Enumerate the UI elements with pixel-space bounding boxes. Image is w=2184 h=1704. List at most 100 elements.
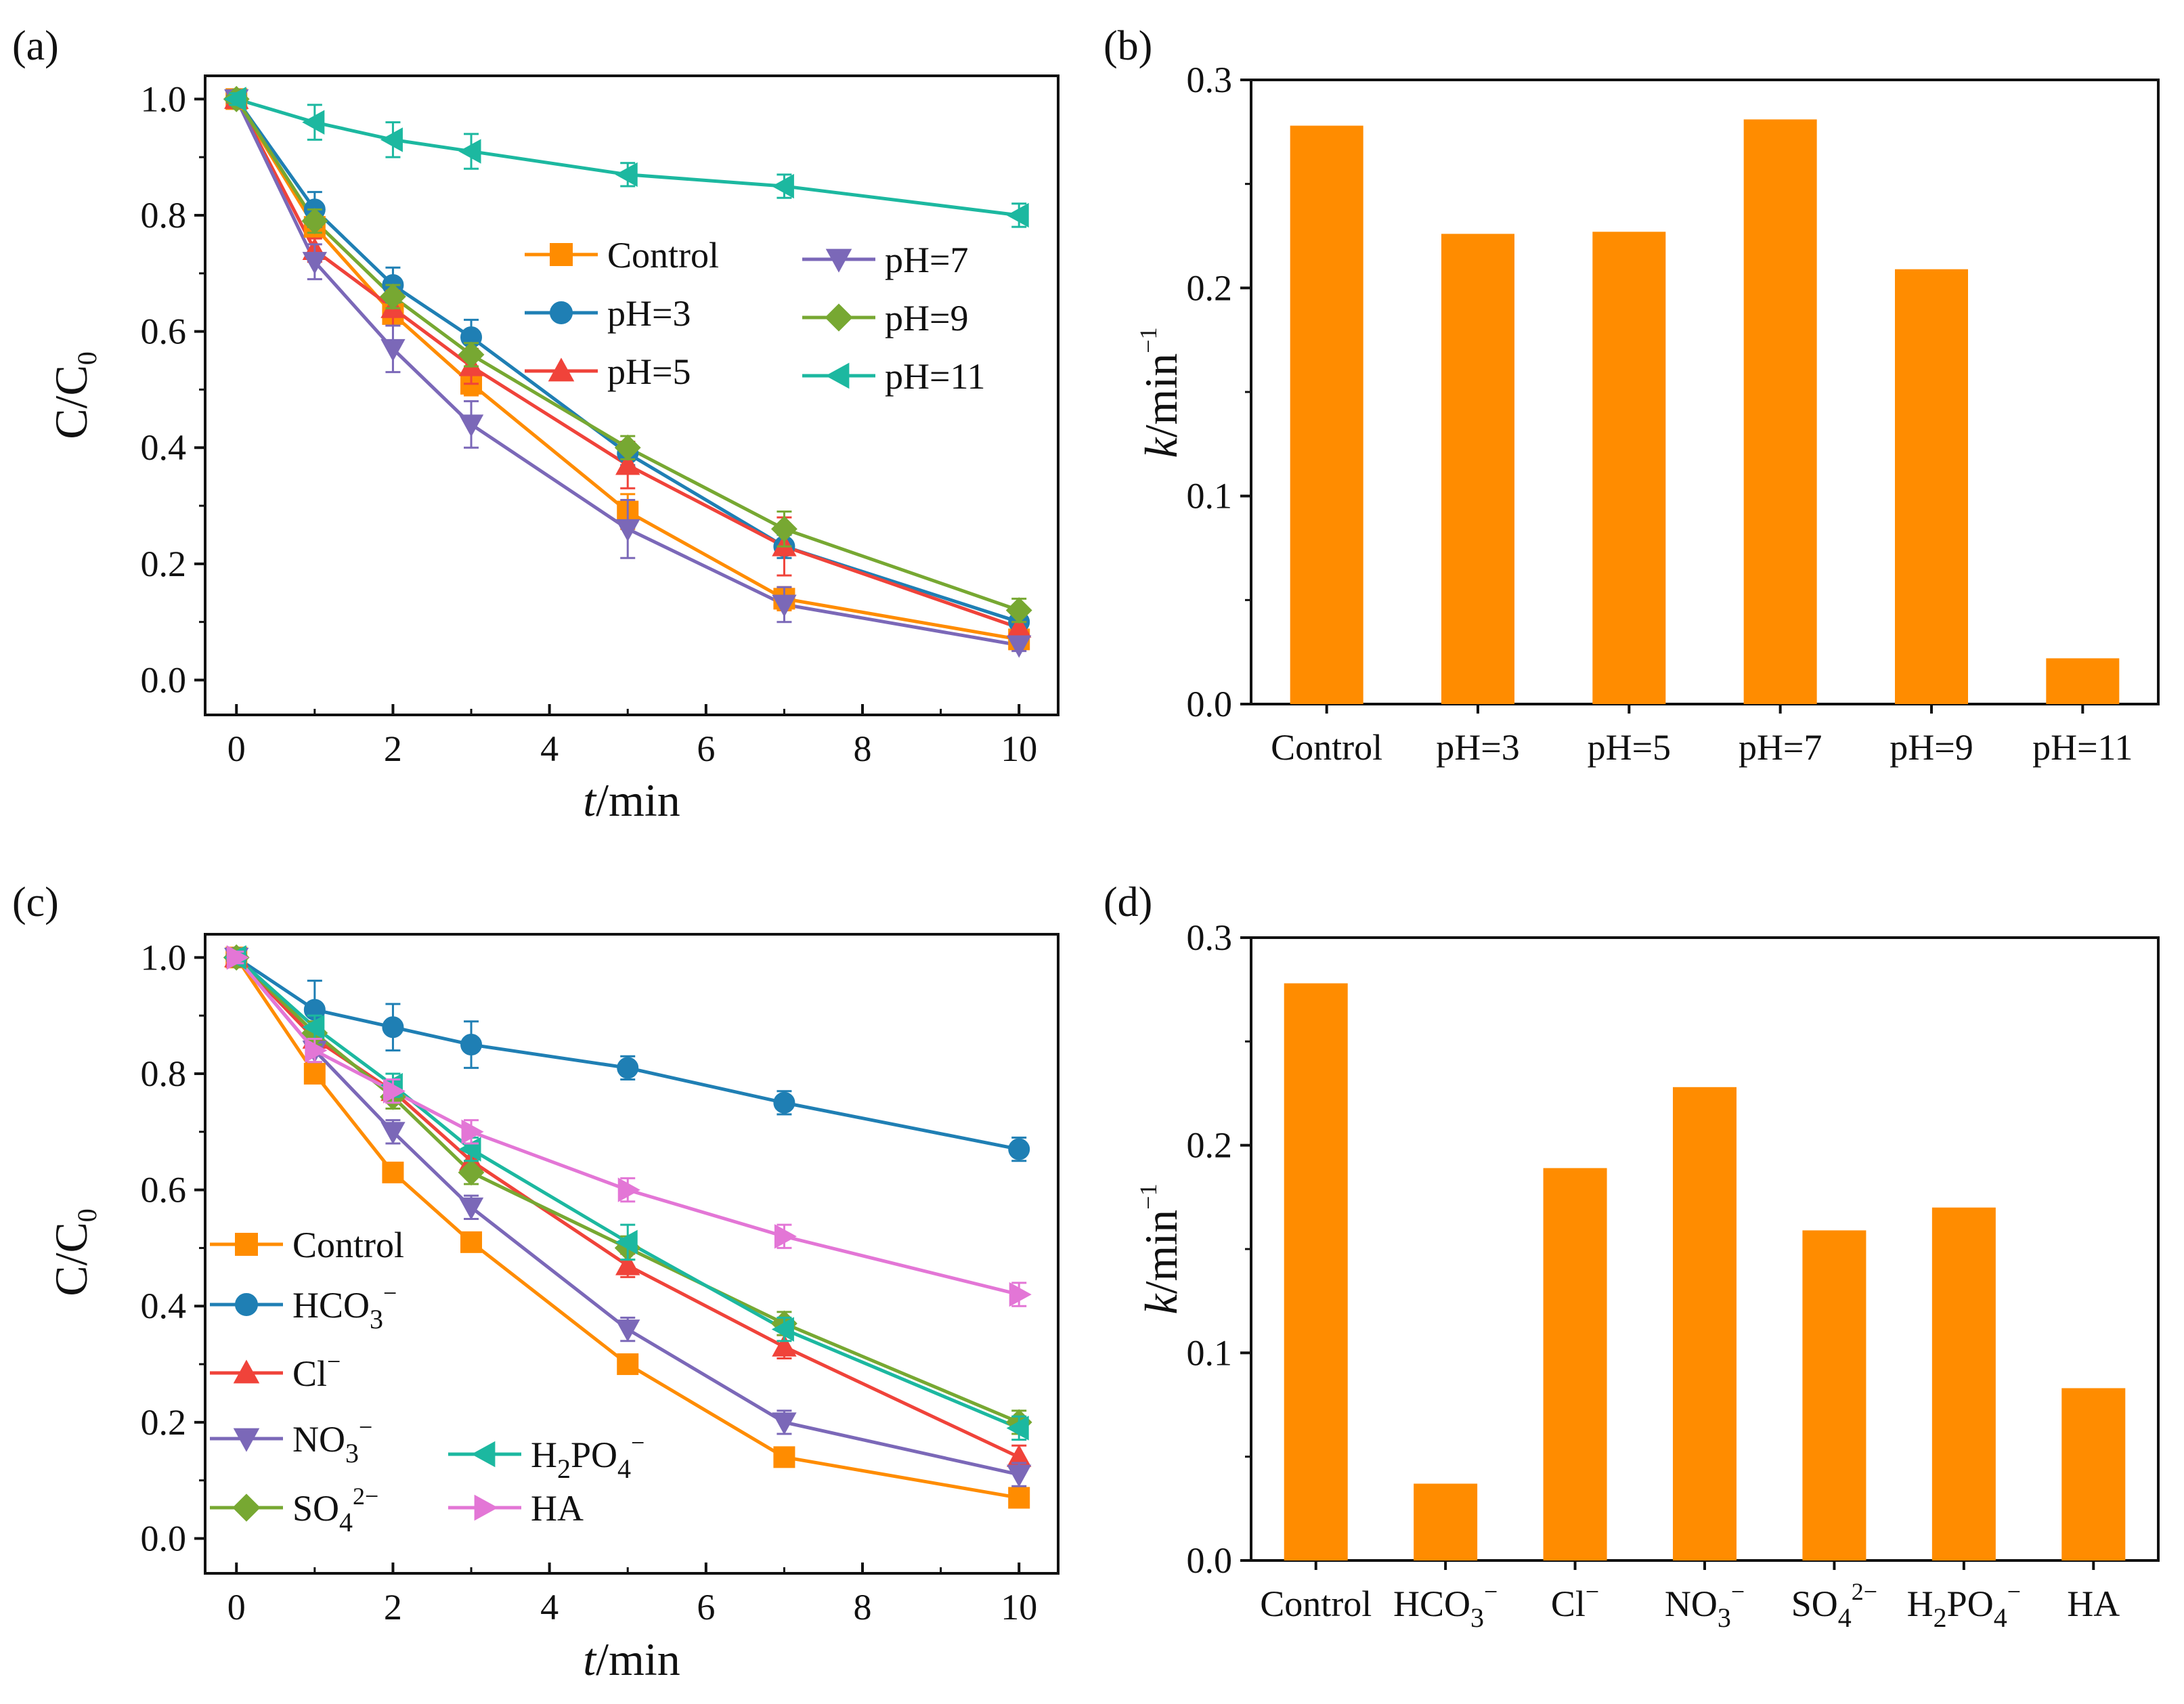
panel-a-data-point (1007, 635, 1032, 658)
panel-d-label: (d) (1104, 879, 1152, 925)
panel-c-data-point (615, 1319, 640, 1342)
panel-c-xtick-label: 10 (1001, 1587, 1037, 1627)
panel-c-ylabel: C/C0 (45, 1208, 102, 1296)
panel-a-data-point (301, 208, 328, 234)
panel-d-ytick-label: 0.2 (1187, 1125, 1233, 1166)
panel-a-data-point (458, 139, 481, 164)
panel-a-legend-marker (550, 243, 573, 266)
panel-a-data-point (458, 341, 485, 368)
panel-c-data-point (773, 1446, 795, 1468)
panel-c-plot-frame (204, 933, 1060, 1575)
panel-c-data-point (305, 1038, 328, 1063)
panel-b-bar (1592, 232, 1666, 704)
panel-c-data-point (774, 1224, 797, 1249)
panel-b-category-label: pH=3 (1436, 727, 1519, 768)
panel-a-data-point (615, 162, 638, 188)
panel-a-legend-label: pH=9 (885, 298, 968, 338)
panel-c-data-point (617, 1177, 640, 1202)
panel-a-axes: 0 2 4 6 8 10 0.0 0.2 0.4 0.6 0.8 1.0 (141, 79, 1038, 769)
panel-c-legend-label: HA (531, 1488, 584, 1529)
panel-c-legend-marker (233, 1359, 260, 1384)
panel-c-data-point (380, 1122, 406, 1145)
panel-c-xtick-label: 0 (227, 1587, 246, 1627)
panel-a-label: (a) (12, 23, 59, 69)
panel-d-bars (1284, 983, 2126, 1560)
panel-c-data-point (1007, 1464, 1032, 1487)
panel-a-legend-label: pH=3 (607, 293, 691, 334)
panel-c-legend: Control HCO3− Cl− NO3− SO42− H2PO4−HA (210, 1225, 645, 1537)
panel-c-data-point (382, 1161, 404, 1183)
panel-a-data-point (615, 519, 640, 542)
panel-d-bar (1673, 1087, 1737, 1560)
panel-c-legend-label: HCO3− (292, 1280, 397, 1334)
panel-c-data-point (302, 1015, 325, 1040)
panel-a-xlabel: t/min (583, 774, 680, 826)
panel-d-category-label: H2PO4− (1907, 1578, 2021, 1633)
panel-a-data-point (772, 594, 797, 617)
panel-a-ytick-label: 0.4 (141, 427, 187, 468)
panel-c-data-point (1008, 1487, 1030, 1509)
panel-c-legend-marker (471, 1441, 496, 1468)
panel-c-data-point (771, 1317, 794, 1342)
panel-a-xtick-label: 8 (854, 728, 872, 769)
panel-a-data-point (770, 515, 798, 542)
panel-c-data-point (1008, 1138, 1030, 1160)
panel-a-legend-marker (825, 362, 850, 389)
panel-a-data-point (614, 434, 641, 461)
panel-a-series (223, 85, 1032, 658)
panel-c-legend-label: SO42− (292, 1483, 378, 1537)
panel-a-legend-label: Control (607, 235, 719, 276)
panel-b-category-labels: Control pH=3 pH=5 pH=7 pH=9 pH=11 (1271, 727, 2133, 768)
panel-a-xtick-label: 4 (540, 728, 559, 769)
panel-c-data-point (772, 1412, 797, 1435)
panel-d-ylabel: k/min−1 (1135, 1183, 1187, 1314)
panel-c-data-point (226, 945, 249, 970)
panel-c: (c) 0 2 4 6 8 10 0.0 0.2 0.4 0.6 0.8 1.0 Control HCO… (12, 879, 1060, 1685)
panel-d-axes: 0.0 0.1 0.2 0.3 (1187, 917, 2095, 1581)
panel-a-xtick-label: 2 (384, 728, 402, 769)
panel-b-ytick-label: 0.3 (1187, 60, 1233, 100)
panel-c-ytick-label: 1.0 (141, 937, 187, 978)
panel-c-data-point (617, 1057, 639, 1079)
panel-a-data-point (458, 414, 484, 437)
panel-a-plot-frame (204, 74, 1060, 716)
panel-a-xtick-label: 10 (1001, 728, 1037, 769)
panel-b-bar (1441, 234, 1514, 705)
panel-b-ylabel: k/min−1 (1135, 327, 1187, 458)
panel-b-category-label: pH=9 (1890, 727, 1973, 768)
panel-c-series (223, 944, 1032, 1509)
panel-d-bar (2061, 1388, 2126, 1560)
panel-a-legend-label: pH=11 (885, 356, 985, 397)
panel-b-category-label: pH=5 (1588, 727, 1671, 768)
panel-a-data-point (223, 87, 246, 112)
panel-d-category-label: NO3− (1665, 1578, 1745, 1633)
panel-d-category-label: HA (2067, 1583, 2120, 1624)
panel-d-category-label: Control (1260, 1583, 1372, 1624)
panel-c-legend-marker (235, 1233, 258, 1256)
panel-b-ytick-label: 0.1 (1187, 476, 1233, 517)
panel-c-xtick-label: 6 (697, 1587, 715, 1627)
panel-c-legend-label: NO3− (292, 1414, 372, 1468)
panel-b: (b) 0.0 0.1 0.2 0.3 Control pH=3 pH=5 pH=7 pH=9… (1104, 23, 2160, 768)
panel-a-legend-label: pH=5 (607, 351, 691, 392)
panel-c-data-point (383, 1078, 406, 1104)
panel-a-legend-marker (550, 301, 573, 324)
panel-a: (a) 0 2 4 6 8 10 0.0 0.2 0.4 0.6 0.8 1.0 Control pH=… (12, 23, 1060, 826)
panel-c-data-point (1006, 1416, 1029, 1441)
panel-c-data-point (303, 1062, 326, 1085)
panel-b-category-label: pH=11 (2032, 727, 2133, 768)
panel-b-axes: 0.0 0.1 0.2 0.3 (1187, 60, 2084, 724)
panel-c-data-point (773, 1091, 795, 1114)
panel-d-bar (1414, 1483, 1478, 1560)
panel-b-category-label: pH=7 (1739, 727, 1822, 768)
panel-a-ytick-label: 0.8 (141, 195, 187, 236)
panel-a-data-point (302, 252, 328, 275)
panel-d-category-label: HCO3− (1393, 1578, 1498, 1633)
panel-c-data-point (382, 1016, 404, 1039)
panel-c-data-point (460, 1034, 483, 1056)
panel-c-axes: 0 2 4 6 8 10 0.0 0.2 0.4 0.6 0.8 1.0 (141, 937, 1038, 1627)
panel-c-legend-label: Cl− (292, 1348, 341, 1394)
panel-d-bar (1931, 1207, 1996, 1560)
panel-c-data-point (615, 1229, 638, 1255)
